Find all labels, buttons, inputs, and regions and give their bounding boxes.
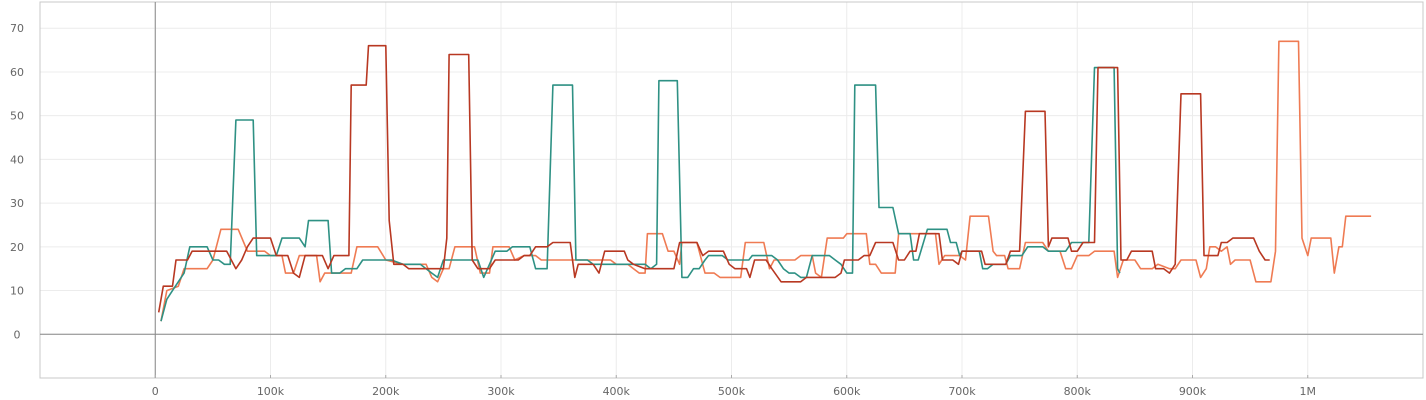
x-tick-label: 500k (718, 385, 746, 398)
y-tick-label: 50 (10, 110, 24, 123)
x-tick-label: 200k (372, 385, 400, 398)
y-tick-label: 20 (10, 241, 24, 254)
series-line-3 (157, 44, 1270, 313)
y-tick-label: 0 (14, 328, 21, 341)
grid-lines (40, 2, 1423, 378)
x-tick-label: 600k (833, 385, 861, 398)
series-line-1 (160, 40, 1372, 322)
x-tick-label: 1M (1300, 385, 1317, 398)
x-tick-label: 100k (257, 385, 285, 398)
axes (39, 1, 1424, 379)
x-tick-label: 0 (152, 385, 159, 398)
x-tick-label: 700k (948, 385, 976, 398)
y-tick-label: 10 (10, 285, 24, 298)
x-tick-label: 800k (1064, 385, 1092, 398)
x-tick-label: 300k (487, 385, 515, 398)
y-tick-label: 70 (10, 22, 24, 35)
y-tick-label: 40 (10, 153, 24, 166)
series-lines (157, 40, 1372, 322)
x-tick-label: 400k (603, 385, 631, 398)
tick-labels: 0 10 20 30 40 50 60 70 0 100k 200k 300k 400k 500k 600k… (10, 22, 1316, 398)
x-tick-label: 900k (1179, 385, 1207, 398)
series-line-2 (160, 66, 1121, 322)
y-tick-label: 30 (10, 197, 24, 210)
y-tick-label: 60 (10, 66, 24, 79)
